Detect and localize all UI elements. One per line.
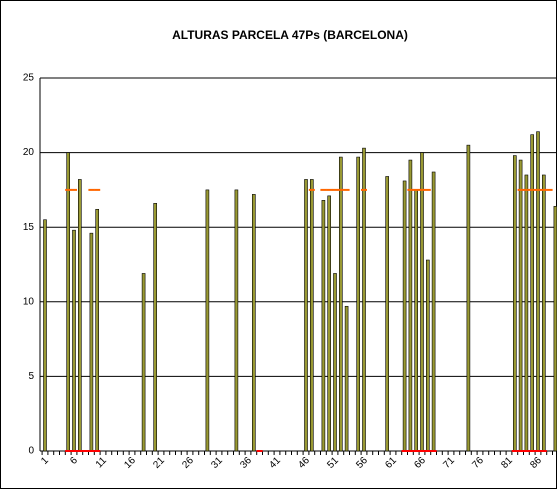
bar [536,131,540,452]
bar [205,189,210,452]
bar [338,156,343,452]
bar [304,179,308,452]
bar [385,176,390,452]
bar [309,179,314,452]
y-tick-label: 20 [23,147,35,158]
bar [420,152,424,452]
bar [431,171,436,452]
bar [466,144,471,452]
bar [141,273,146,452]
y-tick-label: 0 [28,446,34,457]
y-tick-label: 25 [23,73,35,84]
bar [153,203,157,452]
bar [541,174,546,452]
bar [333,273,337,452]
bar [321,200,326,452]
bar [524,174,529,452]
y-tick-label: 10 [23,296,35,307]
bar [518,159,523,452]
bar [512,155,517,452]
bar [402,180,407,452]
bar [425,259,430,452]
bar [344,305,349,452]
y-tick-label: 15 [23,222,35,233]
bar [234,189,239,452]
bar [356,156,361,452]
bar [327,195,332,452]
bar [252,194,256,452]
bar [408,159,413,452]
bar [362,147,366,452]
bar [89,232,94,452]
bar [72,229,76,452]
bar [530,134,535,452]
bar [95,208,99,452]
bar [553,206,557,452]
chart-title: ALTURAS PARCELA 47Ps (BARCELONA) [172,28,408,42]
bar [66,152,70,452]
y-tick-label: 5 [28,371,34,382]
bar [78,179,82,452]
bar [43,219,47,452]
bar [414,189,419,452]
